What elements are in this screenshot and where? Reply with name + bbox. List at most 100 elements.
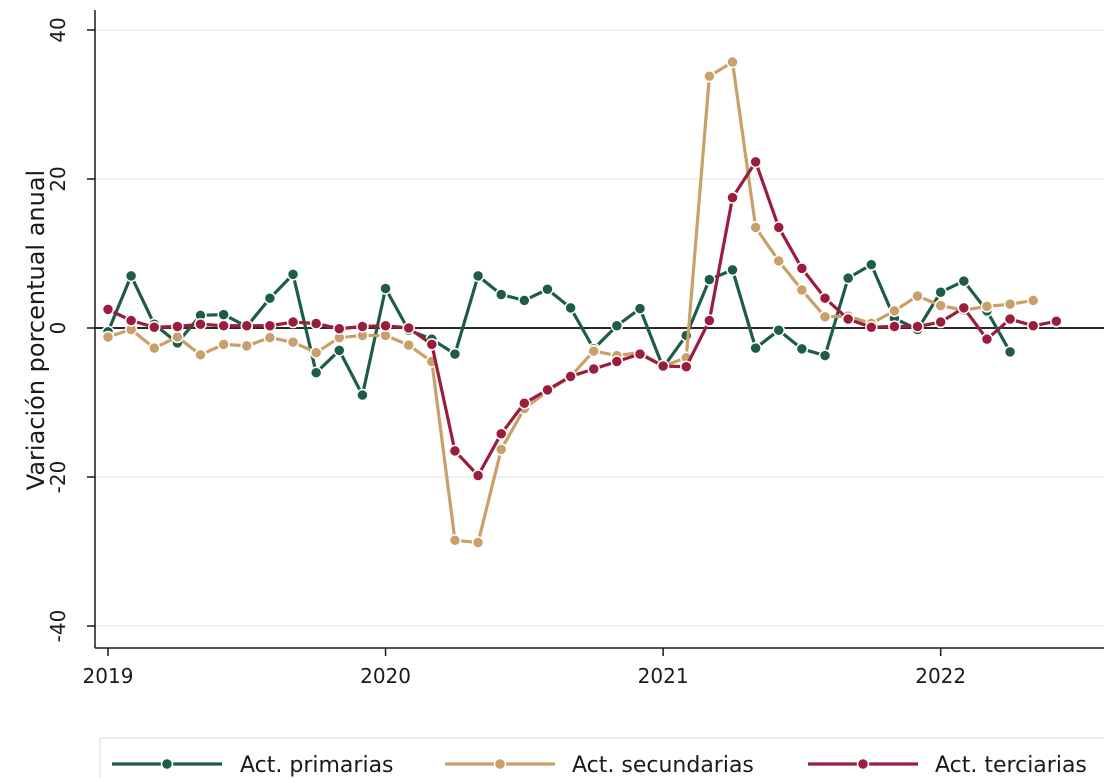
- data-point: [841, 271, 855, 285]
- data-point: [957, 301, 971, 315]
- data-point: [610, 319, 624, 333]
- data-point: [772, 254, 786, 268]
- data-point: [541, 383, 554, 397]
- data-point: [795, 342, 809, 356]
- data-point: [749, 221, 762, 234]
- data-point: [888, 320, 901, 333]
- data-point: [494, 443, 508, 456]
- data-point: [286, 335, 300, 349]
- legend-label: Act. primarias: [240, 753, 394, 778]
- y-axis-title: Variación porcentual anual: [22, 170, 50, 490]
- data-point: [1050, 315, 1063, 328]
- data-point: [448, 534, 462, 547]
- data-point: [518, 294, 531, 307]
- series-1: [101, 258, 1017, 402]
- data-point: [633, 302, 647, 315]
- data-point: [402, 338, 415, 352]
- data-point: [494, 288, 508, 301]
- data-point: [263, 331, 277, 344]
- data-point: [333, 322, 346, 335]
- data-point: [124, 269, 138, 283]
- legend-item: Act. secundarias: [445, 753, 754, 778]
- data-point: [795, 283, 809, 297]
- data-point: [333, 344, 346, 357]
- axes: -40 -20 0 20 40 2019 2020 2021 2022: [46, 10, 1104, 688]
- y-tick-label: -40: [46, 610, 70, 643]
- data-point: [749, 155, 762, 169]
- x-tick-label: 2019: [83, 664, 134, 688]
- data-point: [980, 300, 994, 313]
- data-point: [934, 299, 947, 312]
- data-point: [818, 310, 832, 324]
- y-tick-label: 40: [46, 17, 70, 42]
- data-point: [911, 289, 924, 303]
- data-point: [356, 320, 369, 333]
- data-point: [309, 366, 323, 379]
- data-point: [726, 191, 739, 204]
- y-tick-label: 20: [46, 166, 70, 191]
- data-point: [286, 268, 300, 281]
- x-tick-label: 2022: [915, 664, 966, 688]
- data-point: [263, 319, 277, 333]
- data-point: [309, 346, 323, 359]
- legend-label: Act. secundarias: [572, 753, 754, 778]
- data-point: [1003, 312, 1017, 326]
- data-point: [633, 347, 647, 361]
- data-point: [494, 427, 508, 441]
- data-point: [610, 355, 624, 368]
- data-point: [379, 319, 392, 333]
- series-line: [107, 160, 1057, 478]
- data-point: [101, 303, 115, 316]
- data-point: [749, 341, 762, 355]
- data-point: [818, 291, 832, 305]
- data-point: [656, 359, 670, 373]
- data-point: [194, 318, 207, 331]
- data-point: [379, 282, 392, 295]
- data-point: [286, 315, 300, 329]
- y-tick-label: 0: [46, 322, 70, 335]
- legend-item: Act. primarias: [112, 753, 394, 778]
- data-point: [587, 362, 600, 376]
- x-tick-label: 2020: [360, 664, 411, 688]
- data-point: [980, 332, 994, 346]
- data-point: [772, 323, 786, 337]
- series-line: [106, 263, 1012, 397]
- data-point: [217, 319, 230, 333]
- data-point: [564, 370, 577, 383]
- data-point: [425, 338, 439, 351]
- data-point: [448, 347, 462, 361]
- data-point: [1026, 294, 1040, 307]
- data-point: [841, 312, 855, 326]
- data-point: [309, 317, 323, 330]
- data-point: [171, 320, 184, 333]
- data-point: [772, 221, 786, 234]
- data-point: [240, 319, 254, 333]
- data-point: [101, 330, 115, 344]
- data-point: [865, 258, 878, 271]
- data-point: [1003, 297, 1017, 311]
- data-point: [703, 273, 716, 286]
- data-point: [541, 283, 554, 296]
- data-point: [703, 314, 716, 327]
- data-point: [818, 349, 832, 362]
- data-point: [148, 321, 161, 334]
- data-point: [1026, 319, 1040, 333]
- legend-marker: [493, 757, 507, 771]
- gridlines: [95, 29, 1104, 627]
- data-point: [518, 396, 531, 410]
- data-point: [448, 444, 462, 458]
- data-point: [726, 263, 739, 277]
- data-point: [703, 69, 716, 83]
- data-point: [680, 360, 693, 373]
- data-point: [124, 314, 138, 327]
- data-point: [934, 285, 947, 299]
- data-point: [587, 344, 600, 358]
- legend-marker: [856, 757, 870, 771]
- data-point: [263, 291, 277, 305]
- data-point: [217, 338, 230, 351]
- legend-marker: [160, 757, 174, 771]
- series: [101, 55, 1063, 549]
- legend-box: [99, 737, 1104, 778]
- data-point: [865, 321, 878, 334]
